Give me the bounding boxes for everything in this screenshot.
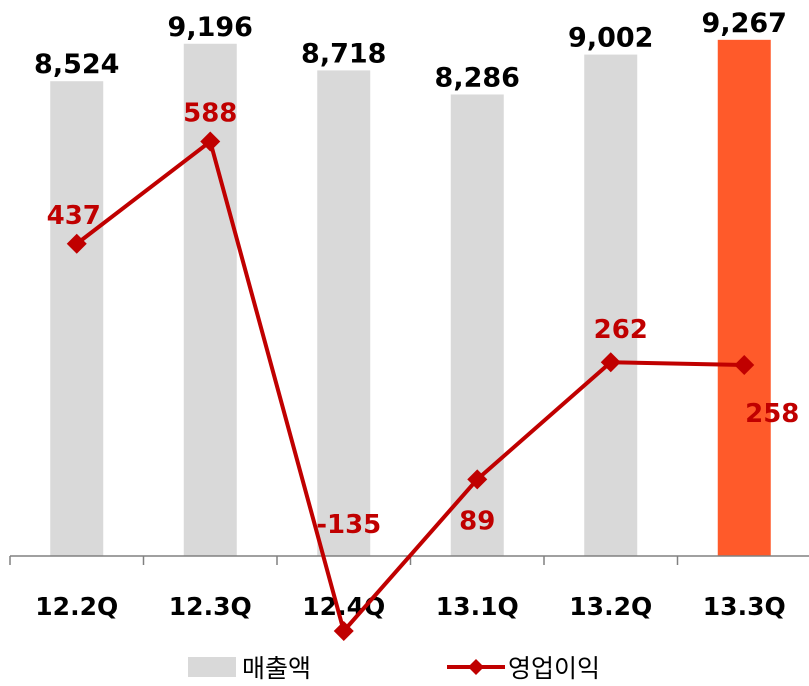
line-value-label: 258 — [745, 399, 799, 429]
legend-label-bar: 매출액 — [242, 654, 311, 683]
legend-marker-diamond — [468, 659, 484, 675]
line-marker — [467, 469, 488, 490]
legend: 매출액 영업이익 — [188, 654, 600, 683]
x-tick-label: 13.2Q — [569, 592, 652, 621]
bar-12.3Q — [183, 43, 237, 557]
line-value-label: 262 — [594, 315, 648, 345]
line-series — [75, 139, 745, 633]
bar-value-label: 8,286 — [435, 62, 520, 93]
bar-12.4Q — [317, 70, 371, 556]
line-value-label: 588 — [183, 99, 237, 129]
bars-group: 8,524 9,196 8,718 8,286 9,002 9,267 — [34, 8, 787, 557]
bar-13.3Q — [717, 39, 771, 556]
x-tick-label: 13.1Q — [436, 592, 519, 621]
legend-swatch-bar — [188, 657, 236, 677]
line-marker — [734, 354, 755, 375]
x-tick-label: 12.2Q — [35, 592, 118, 621]
bar-value-label: 9,002 — [568, 23, 653, 54]
line-value-label: 437 — [47, 201, 101, 231]
line-marker — [333, 621, 354, 641]
bar-value-label: 9,267 — [702, 8, 787, 39]
line-value-label: -135 — [316, 510, 381, 540]
bar-value-label: 9,196 — [168, 12, 253, 43]
x-tick-label: 13.3Q — [703, 592, 786, 621]
line-group: 437 588 -135 89 262 258 — [47, 99, 799, 641]
x-axis: 12.2Q 12.3Q 12.4Q 13.1Q 13.2Q 13.3Q — [9, 555, 809, 621]
line-value-label: 89 — [459, 506, 495, 536]
bar-12.2Q — [50, 81, 104, 557]
line-marker — [600, 352, 621, 373]
x-tick-label: 12.3Q — [169, 592, 252, 621]
bar-13.2Q — [584, 54, 638, 557]
legend-label-line: 영업이익 — [508, 654, 600, 683]
bar-value-label: 8,718 — [301, 38, 386, 69]
bar-value-label: 8,524 — [34, 49, 119, 80]
line-marker — [200, 131, 221, 152]
line-marker — [66, 233, 87, 254]
